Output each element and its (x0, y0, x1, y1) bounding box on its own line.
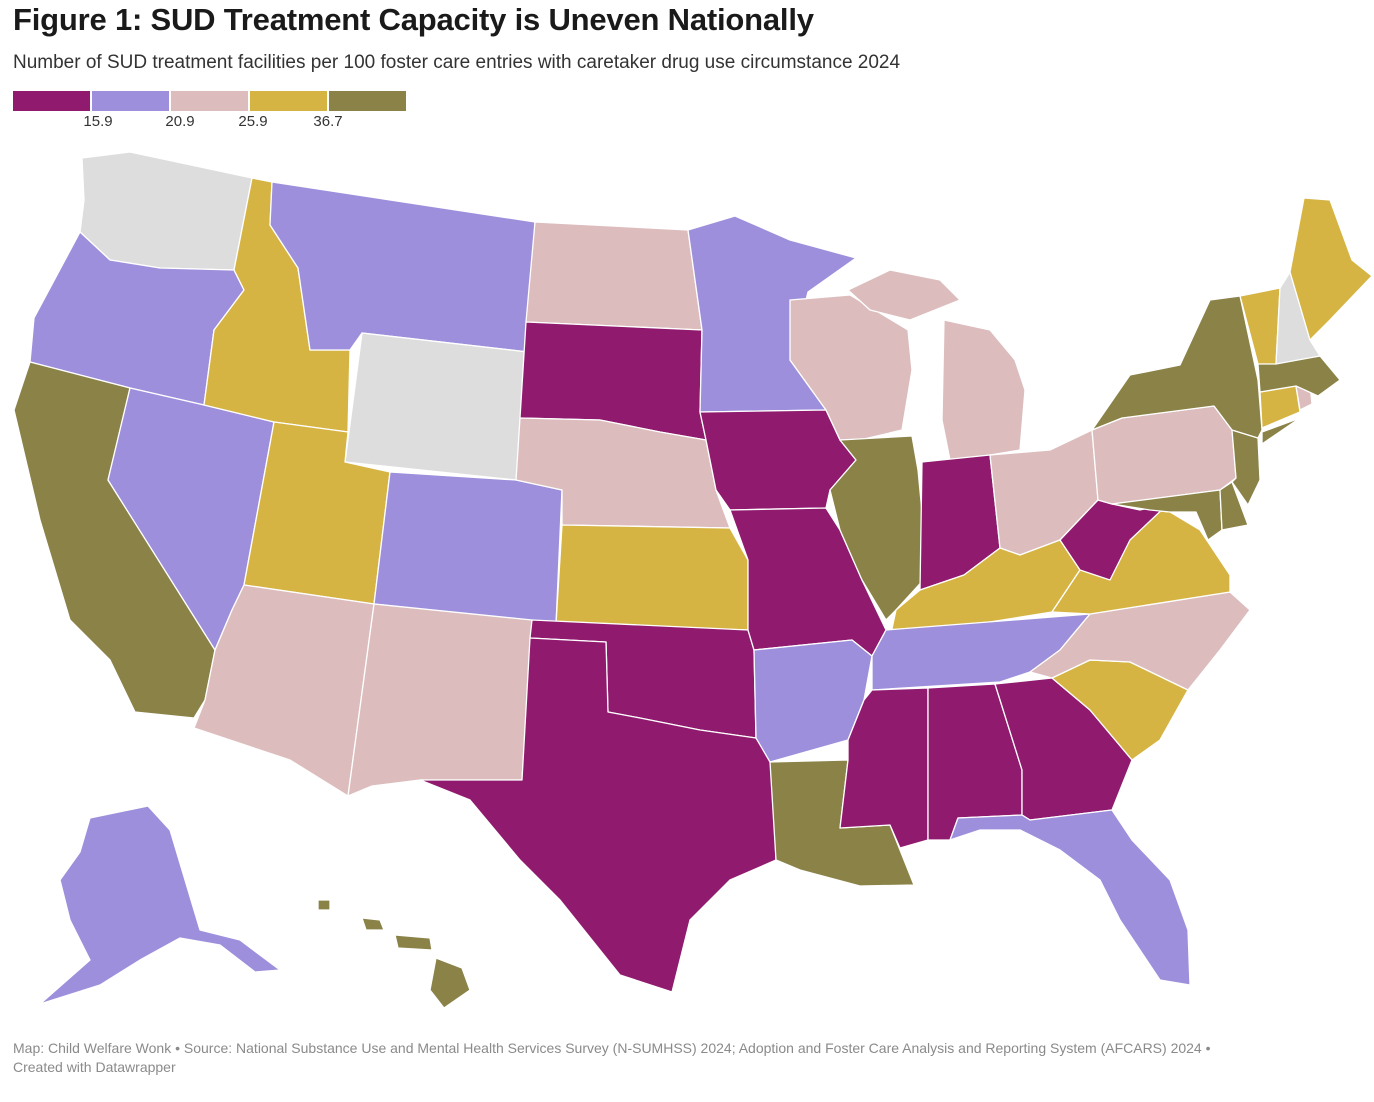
legend-tick-15.9: 15.9 (83, 113, 113, 130)
chart-title: Figure 1: SUD Treatment Capacity is Unev… (13, 2, 814, 37)
state-FL[interactable] (949, 809, 1191, 986)
source-footer: Map: Child Welfare Wonk • Source: Nation… (13, 1039, 1363, 1077)
state-WY[interactable] (344, 332, 529, 481)
state-CO[interactable] (373, 471, 563, 625)
chart-subtitle: Number of SUD treatment facilities per 1… (13, 52, 901, 73)
state-MIU[interactable] (847, 269, 961, 321)
footer-line-2: Created with Datawrapper (13, 1059, 176, 1075)
legend-swatch-1 (13, 91, 90, 111)
state-WA[interactable] (79, 151, 253, 271)
state-TX[interactable] (419, 637, 777, 993)
state-NM[interactable] (347, 603, 533, 797)
state-HI[interactable] (429, 957, 471, 1009)
state-ME[interactable] (1289, 197, 1373, 341)
state-HI-2[interactable] (361, 917, 385, 931)
state-NH[interactable] (1275, 271, 1321, 365)
state-DE[interactable] (1219, 481, 1249, 531)
state-KS[interactable] (555, 524, 749, 631)
legend-tick-25.9: 25.9 (238, 113, 268, 130)
legend-swatch-2 (92, 91, 169, 111)
state-HI-1[interactable] (317, 899, 331, 911)
state-MI[interactable] (941, 319, 1026, 461)
state-IL[interactable] (829, 435, 929, 621)
us-state-map (13, 151, 1373, 1009)
state-NC[interactable] (1029, 591, 1251, 691)
state-NY[interactable] (1091, 295, 1263, 439)
state-HI-3[interactable] (394, 934, 433, 951)
legend-tick-36.7: 36.7 (313, 113, 343, 130)
state-NE[interactable] (515, 417, 731, 529)
legend-swatch-4 (250, 91, 327, 111)
state-AK[interactable] (39, 805, 281, 1005)
legend-swatch-3 (171, 91, 248, 111)
state-LI[interactable] (1261, 417, 1301, 445)
footer-line-1: Map: Child Welfare Wonk • Source: Nation… (13, 1040, 1211, 1056)
state-ND[interactable] (525, 221, 703, 331)
state-MT[interactable] (269, 181, 536, 353)
color-legend: 15.9 20.9 25.9 36.7 (13, 91, 407, 135)
legend-swatch-5 (329, 91, 406, 111)
legend-tick-20.9: 20.9 (165, 113, 195, 130)
